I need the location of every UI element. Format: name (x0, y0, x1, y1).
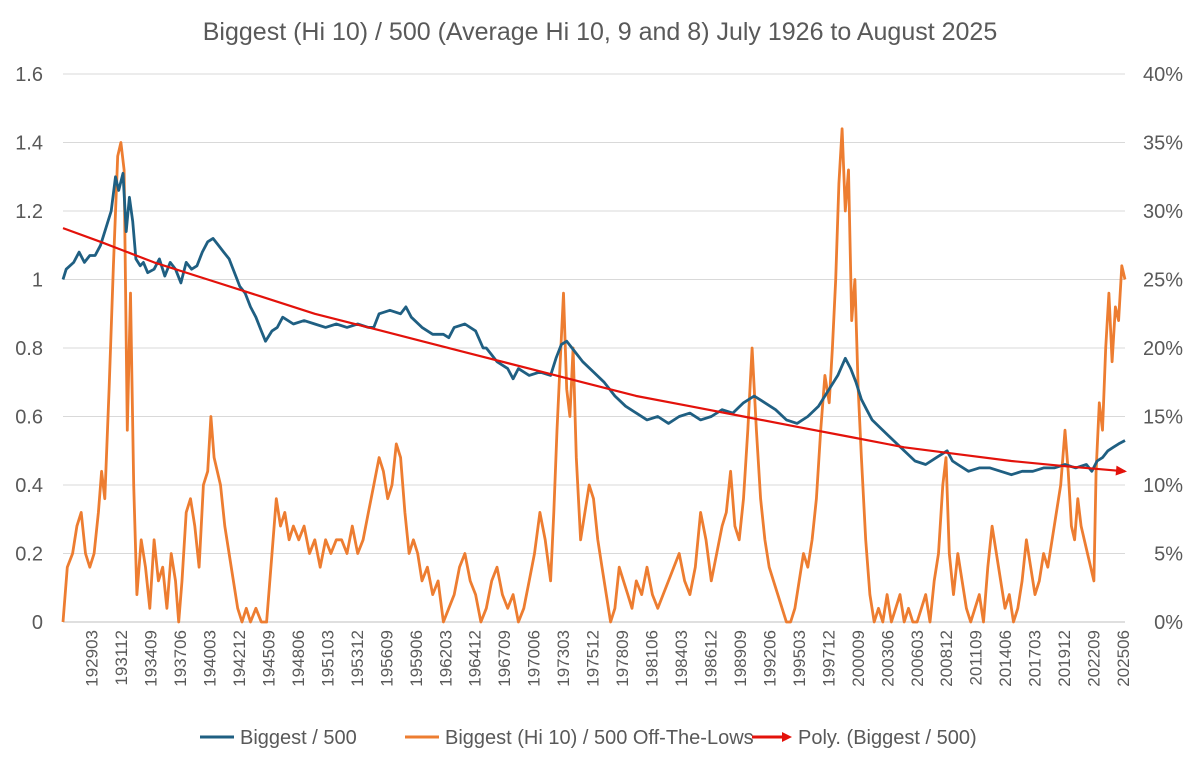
x-tick-label: 193409 (142, 630, 161, 687)
y2-tick-label: 40% (1143, 64, 1183, 86)
x-tick-label: 194212 (230, 630, 249, 687)
x-tick-label: 196412 (466, 630, 485, 687)
y2-tick-label: 25% (1143, 270, 1183, 292)
x-tick-label: 194806 (289, 630, 308, 687)
x-tick-label: 201703 (1026, 630, 1045, 687)
series-layer (61, 127, 1127, 624)
y2-tick-label: 35% (1143, 133, 1183, 155)
x-tick-label: 198612 (701, 630, 720, 687)
x-tick-label: 193706 (171, 630, 190, 687)
legend-label: Biggest / 500 (240, 727, 357, 749)
x-tick-label: 200603 (908, 630, 927, 687)
series-off-the-lows-line (61, 127, 1127, 624)
y-tick-label: 0.2 (15, 544, 43, 566)
chart-title: Biggest (Hi 10) / 500 (Average Hi 10, 9 … (203, 18, 997, 46)
x-tick-label: 195906 (407, 630, 426, 687)
x-tick-label: 198403 (672, 630, 691, 687)
x-tick-label: 200812 (937, 630, 956, 687)
y-tick-label: 1.6 (15, 64, 43, 86)
x-tick-label: 197809 (613, 630, 632, 687)
x-tick-label: 200009 (849, 630, 868, 687)
x-tick-label: 194509 (259, 630, 278, 687)
legend: Biggest / 500 Biggest (Hi 10) / 500 Off-T… (200, 727, 977, 749)
legend-label: Biggest (Hi 10) / 500 Off-The-Lows (445, 727, 754, 749)
y-tick-label: 1.2 (15, 201, 43, 223)
x-tick-label: 195609 (377, 630, 396, 687)
y2-tick-label: 20% (1143, 338, 1183, 360)
y2-tick-label: 30% (1143, 201, 1183, 223)
y-tick-label: 0.6 (15, 407, 43, 429)
x-tick-label: 193112 (112, 630, 131, 685)
y-tick-label: 0.4 (15, 475, 43, 497)
series-poly-trend-line (62, 227, 1126, 473)
x-tick-label: 201109 (967, 630, 986, 685)
y-tick-label: 1.4 (15, 133, 43, 155)
x-tick-label: 192903 (83, 630, 102, 687)
y2-tick-label: 0% (1154, 612, 1183, 634)
x-tick-label: 195312 (348, 630, 367, 687)
x-tick-label: 197006 (525, 630, 544, 687)
x-tick-label: 202506 (1114, 630, 1133, 687)
y2-tick-label: 15% (1143, 407, 1183, 429)
right-y-axis: 0% 5% 10% 15% 20% 25% 30% 35% 40% (1143, 64, 1183, 634)
x-tick-label: 194003 (200, 630, 219, 687)
x-tick-label: 199712 (819, 630, 838, 687)
x-tick-label: 196203 (436, 630, 455, 687)
x-tick-label: 195103 (318, 630, 337, 687)
x-tick-label: 199503 (790, 630, 809, 687)
y2-tick-label: 10% (1143, 475, 1183, 497)
x-tick-label: 196709 (495, 630, 514, 687)
series-biggest-500-line (61, 171, 1126, 477)
x-tick-label: 201406 (996, 630, 1015, 687)
x-tick-label: 201912 (1055, 630, 1074, 687)
gridlines (63, 73, 1125, 623)
trend-arrowhead (1115, 465, 1127, 476)
x-tick-label: 197512 (584, 630, 603, 687)
x-tick-label: 197303 (554, 630, 573, 687)
legend-label: Poly. (Biggest / 500) (798, 727, 977, 749)
x-tick-label: 202209 (1085, 630, 1104, 687)
y-tick-label: 0 (32, 612, 43, 634)
x-tick-label: 198909 (731, 630, 750, 687)
y2-tick-label: 5% (1154, 544, 1183, 566)
x-tick-label: 198106 (643, 630, 662, 687)
left-y-axis: 0 0.2 0.4 0.6 0.8 1 1.2 1.4 1.6 (15, 64, 43, 634)
y-tick-label: 0.8 (15, 338, 43, 360)
y-tick-label: 1 (32, 270, 43, 292)
legend-arrow-icon (782, 732, 792, 742)
x-tick-label: 199206 (760, 630, 779, 687)
x-axis: 192903 193112 193409 193706 194003 194212 1945… (63, 621, 1133, 687)
x-tick-label: 200306 (878, 630, 897, 687)
